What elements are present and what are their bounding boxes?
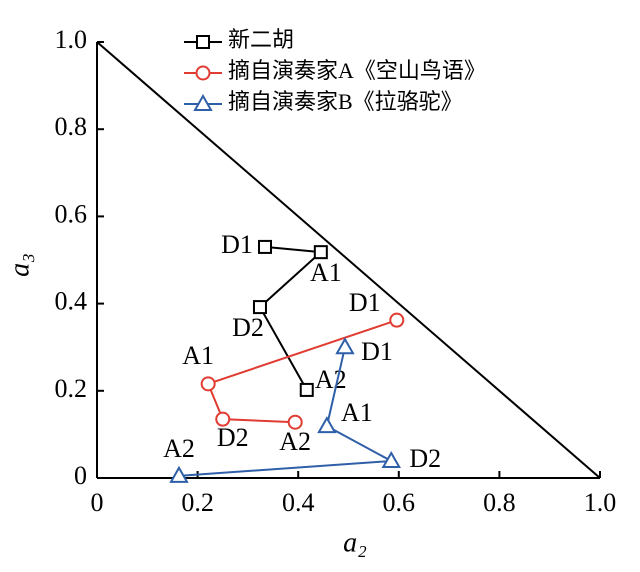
marker [252, 300, 267, 315]
boundary-line [96, 41, 601, 479]
marker [196, 35, 210, 49]
y-axis-label: a₃ [4, 253, 35, 277]
marker [313, 245, 328, 260]
point-label: A2 [163, 434, 195, 463]
point-label: A1 [310, 258, 342, 287]
legend-label: 摘自演奏家A《空山鸟语》 [228, 58, 486, 83]
marker [335, 337, 355, 355]
x-tick-label: 1.0 [584, 488, 617, 517]
point-label: A1 [182, 341, 214, 370]
marker [193, 93, 213, 111]
series-line [258, 245, 324, 391]
legend-label: 摘自演奏家B《拉骆驼》 [228, 89, 463, 114]
marker [389, 312, 405, 328]
marker [299, 382, 314, 397]
x-tick-label: 0 [91, 488, 104, 517]
point-label: D1 [361, 337, 393, 366]
point-label: A2 [279, 427, 311, 456]
point-label: D2 [232, 313, 264, 342]
point-label: D1 [349, 288, 381, 317]
x-tick-label: 0.6 [383, 488, 416, 517]
marker [258, 239, 273, 254]
y-tick-label: 1.0 [55, 25, 88, 54]
marker [195, 65, 211, 81]
marker [381, 450, 401, 468]
marker [287, 414, 303, 430]
series-line [206, 319, 398, 424]
y-tick-label: 0.8 [55, 112, 88, 141]
point-label: A2 [315, 365, 347, 394]
marker [200, 376, 216, 392]
x-axis-label: a₂ [343, 527, 367, 558]
series-line [178, 346, 395, 477]
y-tick-label: 0.2 [55, 374, 88, 403]
x-tick-label: 0.4 [282, 488, 315, 517]
legend-label: 新二胡 [228, 27, 294, 52]
marker [317, 416, 337, 434]
x-tick-label: 0.8 [483, 488, 516, 517]
marker [169, 465, 189, 483]
point-label: D2 [217, 423, 249, 452]
point-label: D1 [221, 230, 253, 259]
point-label: D2 [409, 444, 441, 473]
y-tick-label: 0 [74, 461, 87, 490]
marker [215, 411, 231, 427]
y-tick-label: 0.6 [55, 199, 88, 228]
x-tick-label: 0.2 [181, 488, 214, 517]
point-label: A1 [341, 398, 373, 427]
y-tick-label: 0.4 [55, 287, 88, 316]
